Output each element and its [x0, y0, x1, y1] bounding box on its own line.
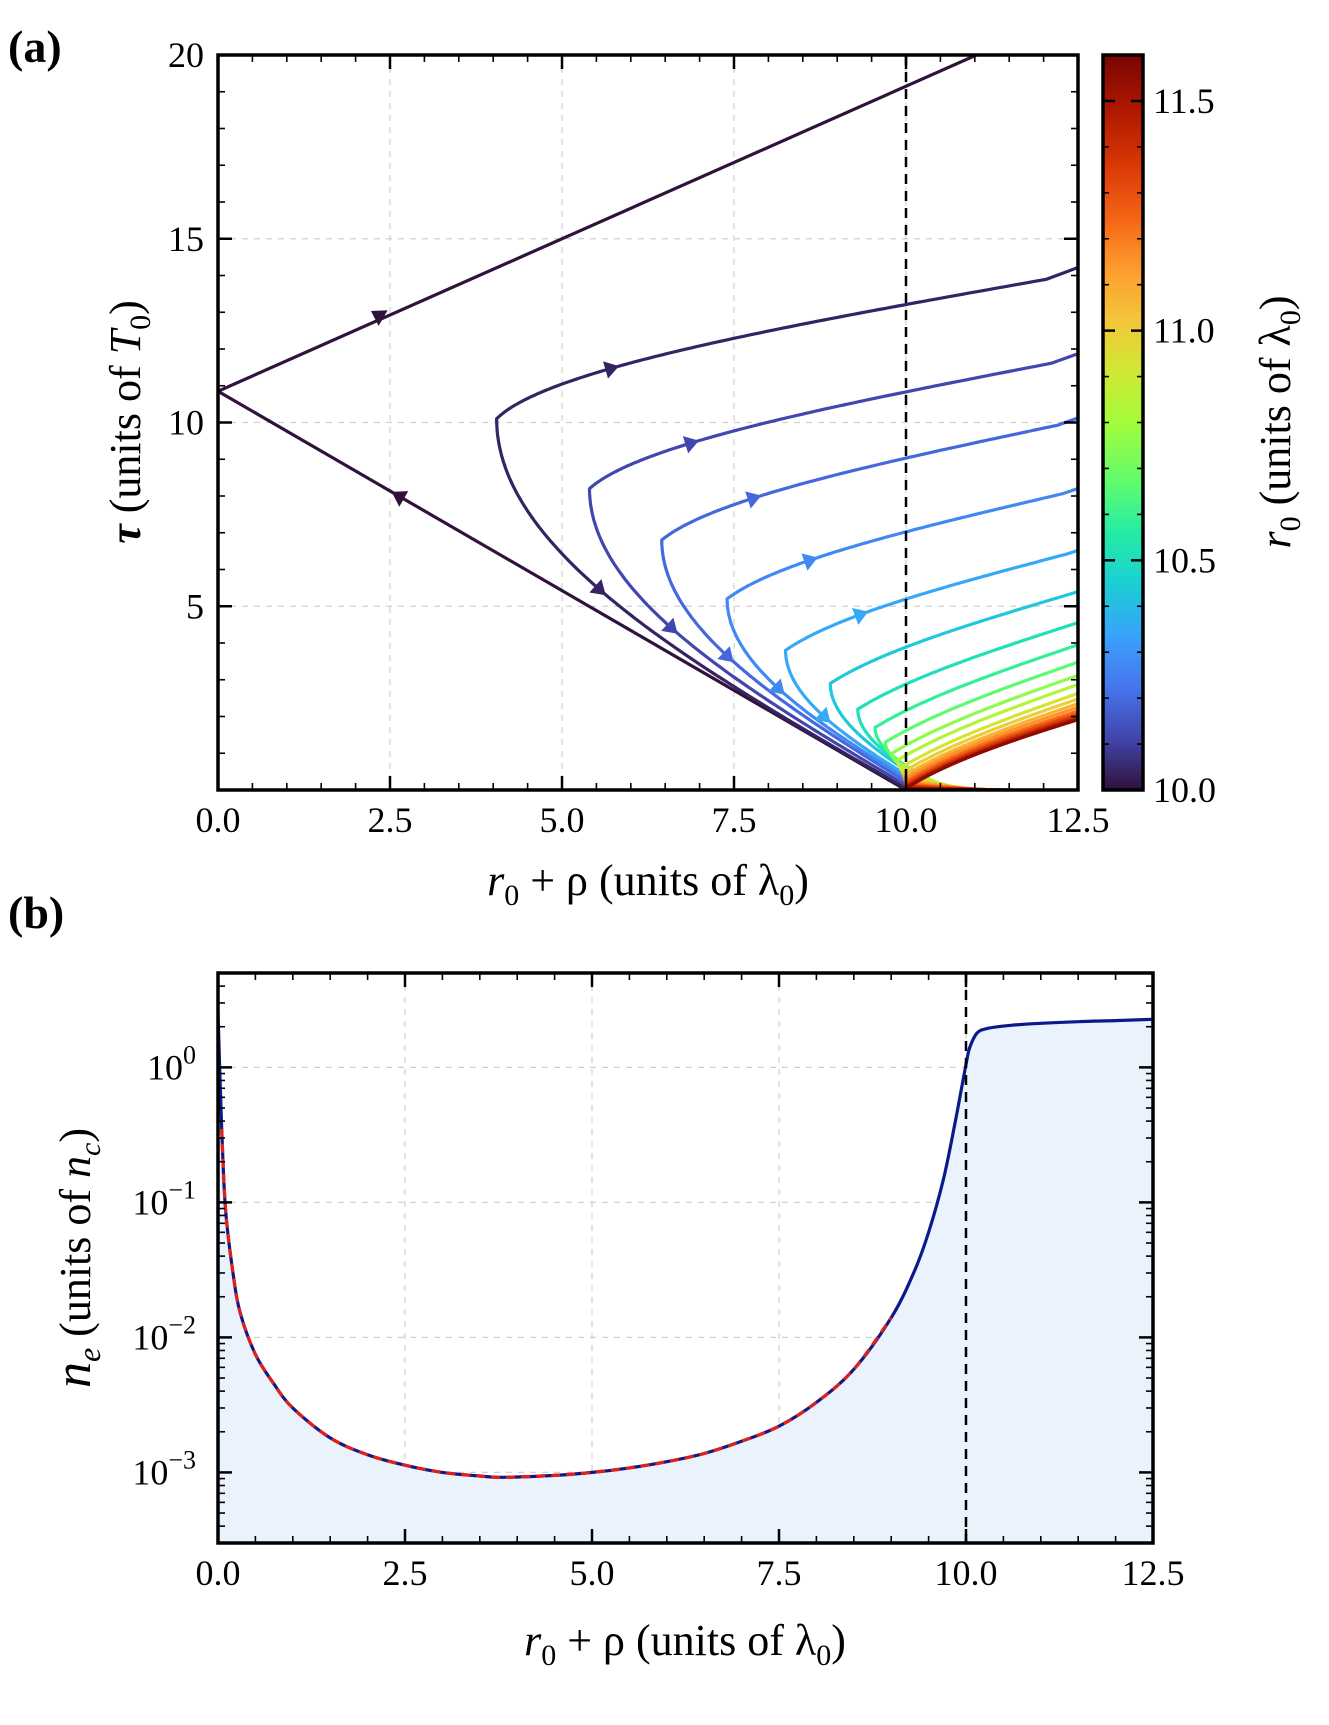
panel-b-density-curves [218, 1013, 1153, 1543]
trajectory-arrow [768, 678, 785, 695]
trajectory-line [828, 589, 1078, 790]
x-tick-label: 5.0 [570, 1553, 615, 1593]
x-tick-label: 7.5 [757, 1553, 802, 1593]
panel-b-x-tick-labels: 0.0 2.5 5.0 7.5 10.0 12.5 [196, 1553, 1185, 1593]
trajectory-line [725, 486, 1078, 790]
y-tick-label: 20 [168, 35, 204, 75]
y-tick-label: 10−2 [132, 1310, 196, 1357]
trajectory-arrow [661, 617, 678, 634]
trajectory-arrow [603, 361, 619, 379]
colorbar-tick-label: 11.0 [1153, 311, 1215, 351]
colorbar [1103, 55, 1143, 790]
y-tick-label: 10 [168, 403, 204, 443]
trajectory-arrow [391, 491, 409, 507]
y-tick-label: 100 [147, 1040, 196, 1087]
trajectory-arrow [717, 646, 734, 663]
density-line-red-dashed [220, 1128, 893, 1479]
colorbar-tick-labels: 10.0 10.5 11.0 11.5 [1153, 81, 1216, 810]
x-tick-label: 0.0 [196, 800, 241, 840]
trajectory-arrow [370, 310, 388, 326]
trajectory-line [660, 416, 1078, 790]
y-tick-label: 15 [168, 219, 204, 259]
trajectory-arrow [589, 579, 606, 596]
panel-a-frame [216, 53, 1080, 792]
trajectory-line [218, 55, 981, 790]
x-tick-label: 10.0 [875, 800, 938, 840]
panel-b-y-axis-title: ne (units of nc) [45, 1128, 107, 1388]
x-tick-label: 5.0 [540, 800, 585, 840]
x-tick-label: 0.0 [196, 1553, 241, 1593]
panel-b-y-tick-labels: 100 10−1 10−2 10−3 [132, 1040, 196, 1492]
x-tick-label: 2.5 [383, 1553, 428, 1593]
density-fill [218, 1013, 1153, 1543]
panel-b-label: (b) [8, 887, 64, 938]
y-tick-label: 10−1 [132, 1175, 196, 1222]
trajectory-arrow [814, 706, 831, 723]
panel-a-y-tick-labels: 5 10 15 20 [168, 35, 204, 626]
x-tick-label: 12.5 [1122, 1553, 1185, 1593]
panel-a-y-axis-title: τ (units of T0) [101, 300, 157, 544]
colorbar-title: r0 (units of λ0) [1251, 296, 1307, 549]
colorbar-frame [1101, 53, 1145, 792]
trajectory-arrow [682, 436, 699, 454]
panel-b-x-axis-title: r0 + ρ (units of λ0) [524, 1616, 846, 1672]
panel-a-x-tick-labels: 0.0 2.5 5.0 7.5 10.0 12.5 [196, 800, 1110, 840]
trajectory-line [587, 352, 1078, 790]
panel-a-x-axis-title: r0 + ρ (units of λ0) [487, 856, 809, 912]
trajectory-arrow [852, 608, 869, 625]
y-tick-label: 5 [186, 586, 204, 626]
panel-a-trajectories [218, 55, 1078, 790]
x-tick-label: 10.0 [935, 1553, 998, 1593]
x-tick-label: 12.5 [1047, 800, 1110, 840]
y-tick-label: 10−3 [132, 1445, 196, 1492]
panel-a-label: (a) [8, 21, 62, 72]
panel-a-grid [217, 54, 1079, 790]
x-tick-label: 2.5 [368, 800, 413, 840]
x-tick-label: 7.5 [712, 800, 757, 840]
colorbar-tick-label: 11.5 [1153, 81, 1215, 121]
trajectory-arrow [801, 553, 818, 571]
panel-a-ticks [216, 53, 1080, 792]
trajectory-arrow [745, 491, 762, 509]
panel-b-frame [216, 971, 1155, 1545]
trajectory-line [856, 620, 1078, 790]
colorbar-tick-label: 10.5 [1153, 540, 1216, 580]
colorbar-tick-label: 10.0 [1153, 770, 1216, 810]
trajectory-line [494, 265, 1078, 790]
